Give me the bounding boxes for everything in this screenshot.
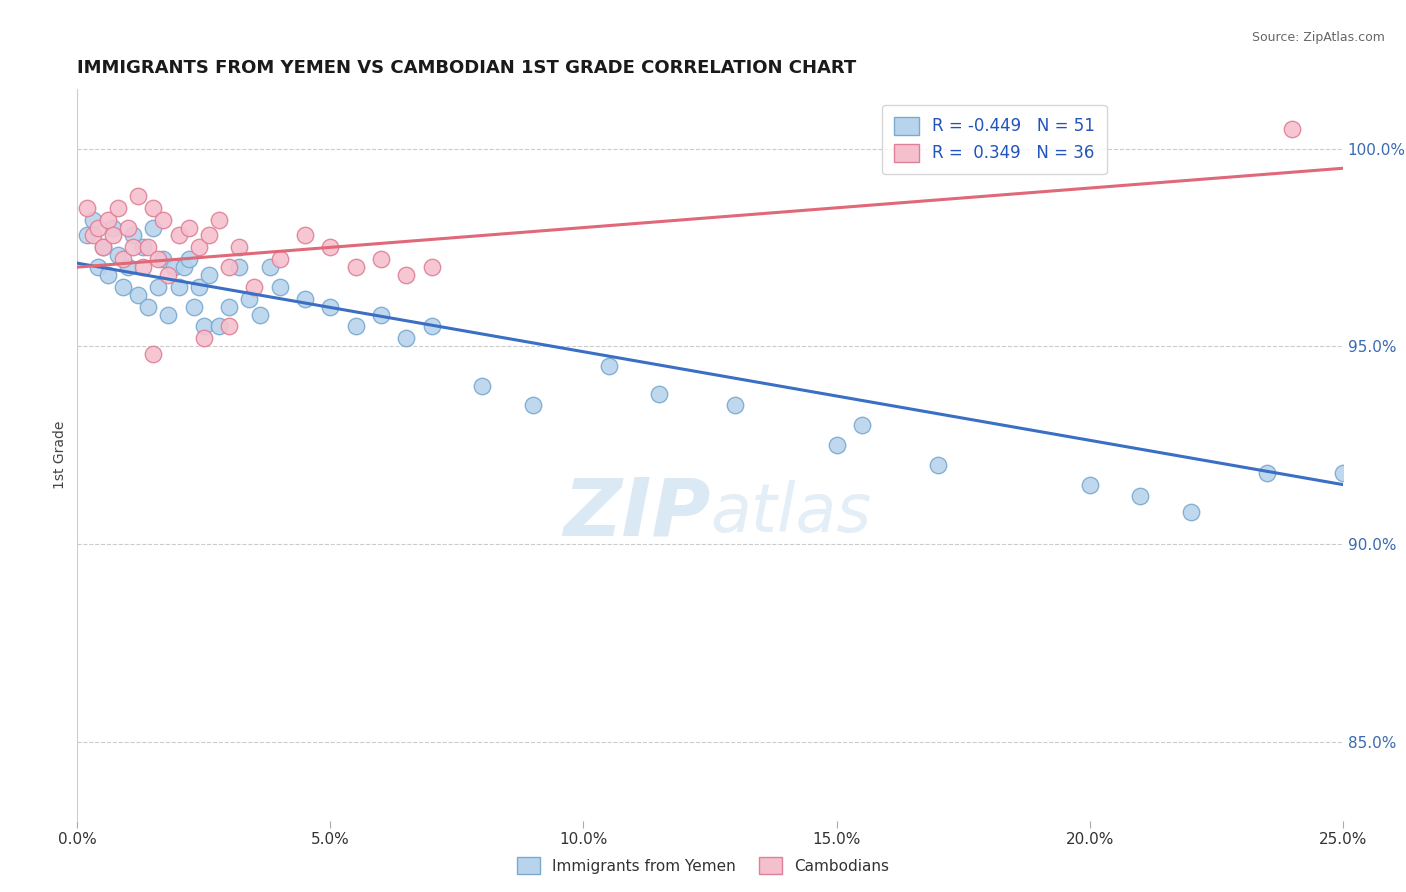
Point <box>1180 505 1202 519</box>
Point <box>1256 466 1278 480</box>
Point <box>107 248 129 262</box>
Point <box>136 240 159 254</box>
Point <box>157 268 180 282</box>
Point <box>259 260 281 274</box>
Point <box>82 212 104 227</box>
Point <box>208 319 231 334</box>
Point <box>122 228 145 243</box>
Point <box>648 386 671 401</box>
Point <box>117 220 139 235</box>
Point <box>187 240 209 254</box>
Point <box>228 260 250 274</box>
Point <box>82 228 104 243</box>
Point <box>243 280 266 294</box>
Point <box>127 287 149 301</box>
Point <box>152 252 174 267</box>
Point <box>127 189 149 203</box>
Point <box>395 331 418 345</box>
Point <box>193 331 215 345</box>
Point <box>162 260 184 274</box>
Point <box>187 280 209 294</box>
Point <box>152 212 174 227</box>
Point <box>1281 121 1303 136</box>
Point <box>344 319 367 334</box>
Point <box>344 260 367 274</box>
Point <box>370 308 392 322</box>
Point <box>1078 477 1101 491</box>
Point <box>177 220 200 235</box>
Point <box>319 300 342 314</box>
Point <box>208 212 231 227</box>
Point <box>86 220 108 235</box>
Point <box>851 418 873 433</box>
Point <box>238 292 260 306</box>
Text: Source: ZipAtlas.com: Source: ZipAtlas.com <box>1251 31 1385 45</box>
Point <box>193 319 215 334</box>
Point <box>101 228 124 243</box>
Point <box>167 228 190 243</box>
Point <box>218 260 240 274</box>
Point <box>927 458 949 472</box>
Point <box>395 268 418 282</box>
Point <box>183 300 205 314</box>
Point <box>198 228 221 243</box>
Point <box>420 319 443 334</box>
Point <box>142 347 165 361</box>
Point <box>157 308 180 322</box>
Point <box>97 268 120 282</box>
Point <box>1129 490 1152 504</box>
Point <box>111 280 134 294</box>
Text: atlas: atlas <box>710 481 872 547</box>
Point <box>294 228 316 243</box>
Point <box>218 319 240 334</box>
Point <box>142 220 165 235</box>
Point <box>228 240 250 254</box>
Point <box>136 300 159 314</box>
Point <box>319 240 342 254</box>
Y-axis label: 1st Grade: 1st Grade <box>53 421 67 489</box>
Point <box>598 359 620 373</box>
Point <box>173 260 195 274</box>
Point <box>471 378 494 392</box>
Point <box>97 212 120 227</box>
Point <box>111 252 134 267</box>
Point <box>177 252 200 267</box>
Point <box>420 260 443 274</box>
Legend: R = -0.449   N = 51, R =  0.349   N = 36: R = -0.449 N = 51, R = 0.349 N = 36 <box>882 105 1107 174</box>
Point <box>1331 466 1354 480</box>
Text: IMMIGRANTS FROM YEMEN VS CAMBODIAN 1ST GRADE CORRELATION CHART: IMMIGRANTS FROM YEMEN VS CAMBODIAN 1ST G… <box>77 59 856 77</box>
Point <box>269 252 291 267</box>
Point <box>167 280 190 294</box>
Point <box>825 438 848 452</box>
Point <box>91 240 114 254</box>
Point <box>148 280 170 294</box>
Point <box>249 308 271 322</box>
Point <box>148 252 170 267</box>
Point <box>370 252 392 267</box>
Point <box>198 268 221 282</box>
Point <box>76 201 98 215</box>
Point <box>122 240 145 254</box>
Point <box>218 300 240 314</box>
Point <box>142 201 165 215</box>
Legend: Immigrants from Yemen, Cambodians: Immigrants from Yemen, Cambodians <box>510 851 896 880</box>
Point <box>724 399 747 413</box>
Point <box>132 260 155 274</box>
Point <box>91 240 114 254</box>
Point <box>101 220 124 235</box>
Point <box>522 399 544 413</box>
Point <box>132 240 155 254</box>
Text: ZIP: ZIP <box>562 475 710 552</box>
Point <box>107 201 129 215</box>
Point <box>269 280 291 294</box>
Point <box>86 260 108 274</box>
Point <box>76 228 98 243</box>
Point <box>294 292 316 306</box>
Point <box>117 260 139 274</box>
